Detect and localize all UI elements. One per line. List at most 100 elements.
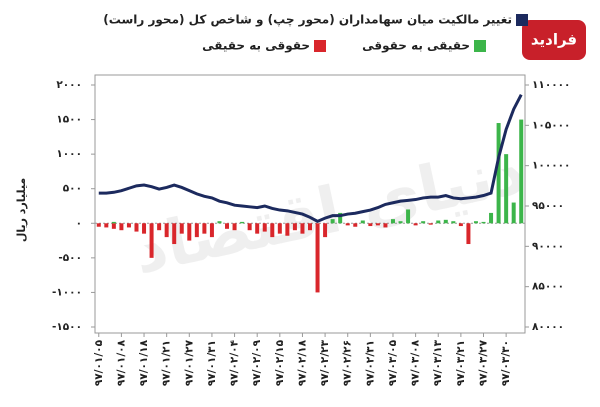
y-tick-label: ۱۵۰۰ [56, 114, 82, 126]
x-tick-label: ۹۷/۰۲/۲۶ [342, 340, 354, 386]
x-tick-label: ۹۷/۰۱/۱۸ [138, 339, 150, 386]
bar [247, 223, 252, 231]
bar [338, 212, 343, 224]
bar [217, 221, 222, 224]
bar [300, 223, 305, 234]
y-tick-label: -۱۰۰۰ [52, 286, 82, 298]
x-tick-label: ۹۷/۰۳/۰۸ [410, 339, 422, 386]
bar [157, 223, 162, 231]
bar [511, 202, 516, 224]
bar [96, 223, 101, 227]
bar [383, 223, 388, 228]
bar [240, 221, 245, 224]
x-tick-label: ۹۷/۰۳/۳۰ [500, 340, 512, 386]
bar [360, 220, 365, 224]
x-tick-label: ۹۷/۰۱/۲۱ [161, 340, 173, 386]
bar [330, 219, 335, 224]
y-tick-label: -۱۵۰۰ [52, 321, 82, 333]
bar [466, 223, 471, 245]
legend-label: حقوقی به حقیقی [202, 39, 310, 54]
bar [172, 223, 177, 245]
y-tick-label: ۲۰۰۰ [56, 79, 82, 91]
legend-swatch [314, 40, 326, 52]
legend-swatch [474, 40, 486, 52]
bar [202, 223, 207, 234]
bar [179, 223, 184, 234]
y2-tick-label: ۱۱۰۰۰۰ [532, 79, 570, 91]
bar [323, 223, 328, 238]
logo: فرادید [531, 31, 577, 49]
bar [368, 223, 373, 227]
x-tick-label: ۹۷/۰۲/۱۵ [274, 339, 286, 386]
x-tick-label: ۹۷/۰۱/۰۵ [93, 339, 105, 386]
legend-label: تغییر مالکیت میان سهامداران (محور چپ) و … [103, 13, 512, 28]
y-axis-label: میلیارد ریال [15, 178, 28, 242]
bar [111, 221, 116, 224]
bar [292, 223, 297, 231]
x-tick-label: ۹۷/۰۳/۲۷ [478, 339, 490, 386]
line [98, 93, 523, 223]
y-tick-label: ۱۰۰۰ [56, 148, 82, 160]
y2-tick-label: ۱۰۰۰۰۰ [532, 160, 570, 172]
bar [149, 223, 154, 258]
bar [451, 221, 456, 224]
bar [104, 223, 109, 228]
legend-swatch [516, 14, 528, 26]
x-tick-label: ۹۷/۰۲/۰۹ [251, 339, 263, 386]
bar [443, 219, 448, 224]
y2-tick-label: ۱۰۵۰۰۰ [532, 119, 570, 131]
bar [209, 223, 214, 238]
bar [232, 223, 237, 231]
bar [353, 223, 358, 227]
bar [164, 223, 169, 238]
bar [225, 223, 230, 229]
y2-tick-label: ۹۵۰۰۰ [532, 200, 564, 212]
bar [315, 223, 320, 293]
bar [194, 223, 199, 238]
bar [398, 221, 403, 224]
bar [142, 223, 147, 234]
y-tick-label: ۵۰۰ [63, 183, 82, 195]
y2-tick-label: ۸۰۰۰۰ [532, 321, 564, 333]
bar [119, 223, 124, 231]
bar [428, 223, 433, 225]
bar [277, 223, 282, 234]
bar [375, 223, 380, 226]
bar [308, 223, 312, 231]
bar [126, 223, 131, 228]
x-tick-label: ۹۷/۰۳/۱۳ [432, 339, 444, 386]
bar [406, 209, 411, 224]
bar [519, 119, 524, 224]
legend-label: حقیقی به حقوقی [362, 39, 470, 54]
bar [496, 123, 501, 224]
bar [489, 212, 494, 224]
bar [345, 223, 350, 226]
logo-box [522, 20, 586, 60]
x-tick-label: ۹۷/۰۲/۳۱ [364, 340, 376, 386]
bar [262, 223, 267, 232]
bar [458, 223, 463, 227]
bar [481, 221, 486, 224]
bar [436, 220, 441, 224]
bar [413, 223, 418, 226]
x-tick-label: ۹۷/۰۱/۲۷ [183, 339, 195, 386]
bar [187, 223, 192, 241]
bar [285, 223, 290, 236]
bar [134, 223, 139, 232]
bar [473, 221, 478, 224]
x-tick-label: ۹۷/۰۱/۰۸ [115, 339, 127, 386]
x-tick-label: ۹۷/۰۲/۲۳ [319, 339, 331, 386]
bar [504, 154, 509, 224]
y-tick-label: -۵۰۰ [58, 252, 82, 264]
x-tick-label: ۹۷/۰۳/۰۵ [387, 339, 399, 386]
bar [255, 223, 260, 234]
x-tick-label: ۹۷/۰۱/۳۱ [206, 340, 218, 386]
x-tick-label: ۹۷/۰۲/۱۸ [296, 339, 308, 386]
y2-tick-label: ۹۰۰۰۰ [532, 240, 564, 252]
bar [270, 223, 275, 238]
bar [111, 223, 116, 229]
y2-tick-label: ۸۵۰۰۰ [532, 281, 564, 293]
x-tick-label: ۹۷/۰۳/۲۱ [455, 340, 467, 386]
x-tick-label: ۹۷/۰۲/۰۴ [229, 339, 241, 386]
